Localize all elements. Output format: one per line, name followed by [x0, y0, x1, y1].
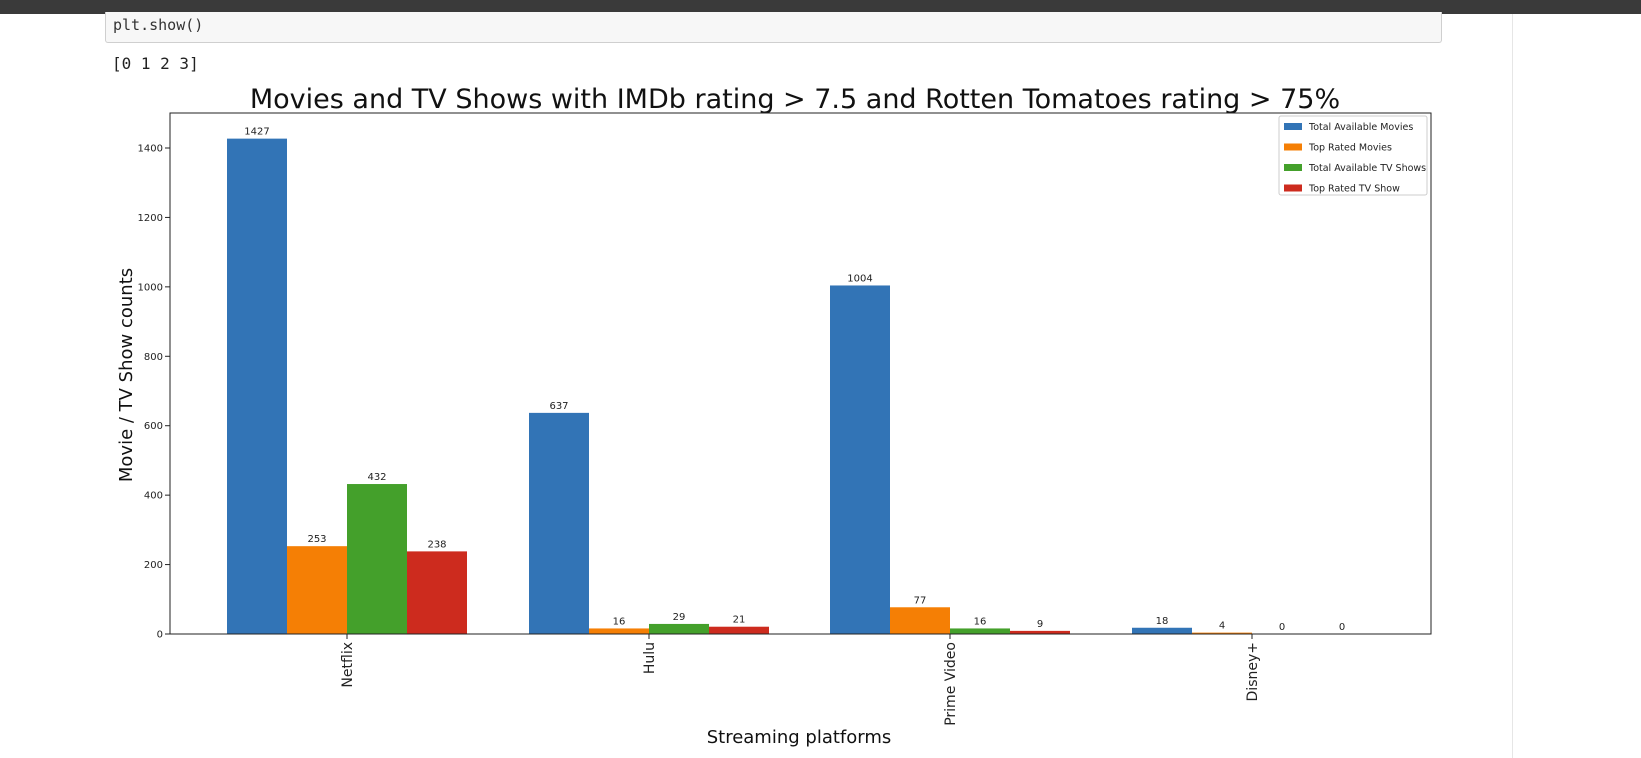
data-label: 29 — [673, 612, 686, 623]
data-labels-layer: 1427 253 432 238 637 16 29 21 1004 77 16 9 18 4 0 0 — [244, 127, 1345, 633]
data-label: 16 — [974, 616, 987, 627]
legend: Total Available Movies Top Rated Movies To… — [1278, 115, 1428, 196]
data-label: 1427 — [244, 127, 269, 138]
bar — [589, 628, 649, 634]
legend-swatch — [1284, 164, 1302, 171]
bar — [830, 285, 890, 634]
data-label: 0 — [1339, 622, 1345, 633]
data-label: 0 — [1279, 622, 1285, 633]
cell-output: [0 1 2 3] — [112, 54, 199, 73]
x-tick-label: Disney+ — [1245, 642, 1261, 701]
y-axis-title: Movie / TV Show counts — [116, 268, 137, 482]
data-label: 637 — [549, 401, 568, 412]
code-cell[interactable]: plt.show() — [105, 12, 1442, 43]
data-label: 253 — [307, 534, 326, 545]
data-label: 432 — [367, 472, 386, 483]
bar — [649, 623, 709, 634]
notebook-right-border — [1512, 14, 1513, 758]
y-tick-label: 0 — [157, 630, 163, 641]
legend-label: Total Available TV Shows — [1308, 163, 1426, 174]
data-label: 16 — [613, 616, 626, 627]
legend-swatch — [1284, 184, 1302, 192]
chart-title: Movies and TV Shows with IMDb rating > 7… — [250, 84, 1340, 115]
code-line: plt.show() — [113, 16, 204, 34]
bar — [1010, 630, 1070, 634]
bars-layer — [227, 138, 1252, 634]
bar — [287, 546, 347, 634]
bar — [1132, 627, 1192, 634]
y-tick-label: 200 — [144, 560, 163, 571]
top-toolbar — [0, 0, 1641, 14]
bar — [890, 607, 950, 634]
y-axis: 0 200 400 600 800 1000 1200 1400 — [138, 144, 170, 641]
legend-label: Top Rated TV Show — [1308, 184, 1400, 195]
y-tick-label: 400 — [144, 491, 163, 502]
y-tick-label: 600 — [144, 421, 163, 432]
bar — [407, 551, 467, 634]
bar — [1192, 632, 1252, 634]
bar — [950, 628, 1010, 634]
plot-frame — [169, 112, 1432, 635]
x-tick-label: Prime Video — [943, 642, 959, 726]
legend-label: Total Available Movies — [1308, 122, 1413, 133]
bar — [227, 138, 287, 634]
y-tick-label: 1200 — [138, 213, 163, 224]
x-tick-label: Netflix — [340, 642, 356, 688]
data-label: 4 — [1219, 621, 1225, 632]
data-label: 21 — [733, 615, 746, 626]
data-label: 238 — [427, 539, 446, 550]
data-label: 18 — [1156, 616, 1169, 627]
x-tick-label: Hulu — [642, 642, 658, 674]
legend-swatch — [1284, 123, 1302, 130]
y-tick-label: 1400 — [138, 144, 163, 155]
data-label: 9 — [1037, 619, 1043, 630]
bar — [709, 626, 769, 634]
x-axis-title: Streaming platforms — [707, 727, 892, 748]
bar — [529, 412, 589, 634]
data-label: 1004 — [847, 273, 872, 284]
bar — [347, 484, 407, 634]
x-axis: Netflix Hulu Prime Video Disney+ — [340, 634, 1261, 726]
legend-label: Top Rated Movies — [1308, 143, 1392, 154]
legend-box — [1278, 115, 1428, 196]
data-label: 77 — [914, 595, 927, 606]
legend-swatch — [1284, 143, 1302, 151]
y-tick-label: 1000 — [138, 282, 163, 293]
y-tick-label: 800 — [144, 352, 163, 363]
